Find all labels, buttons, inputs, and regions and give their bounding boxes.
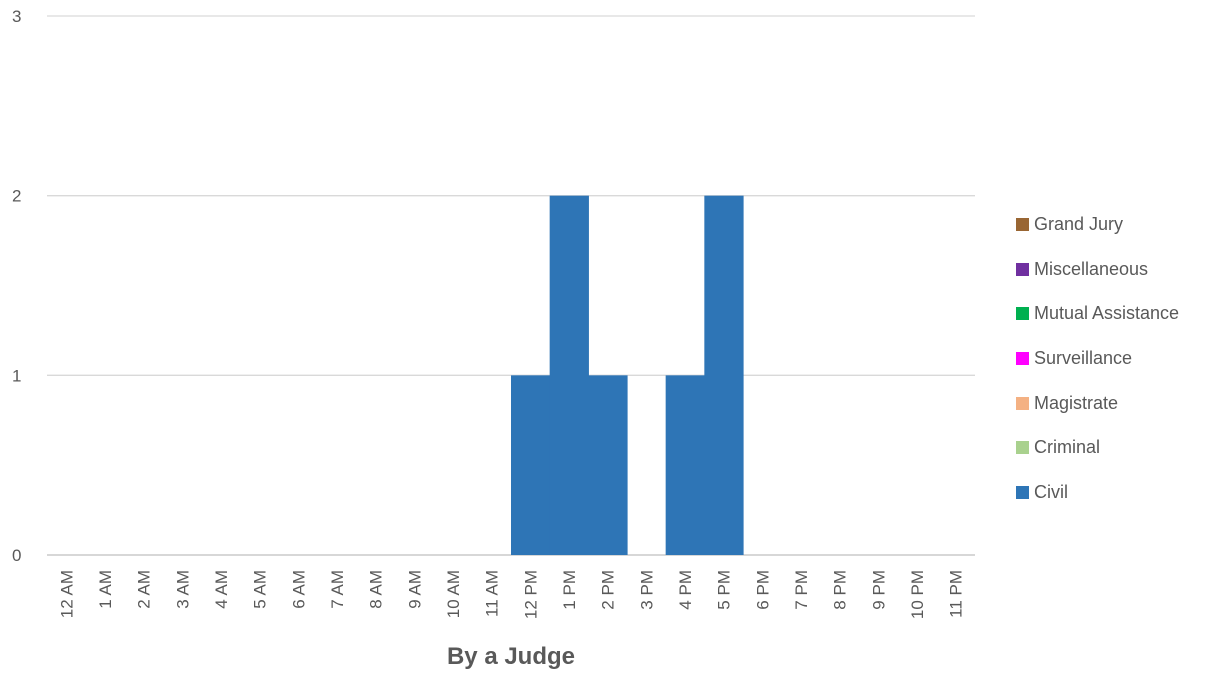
x-tick-label: 7 AM xyxy=(328,570,347,609)
x-axis-title: By a Judge xyxy=(447,643,575,670)
x-tick-label: 5 PM xyxy=(715,570,734,610)
legend: Grand Jury Miscellaneous Mutual Assistance… xyxy=(1016,202,1179,515)
legend-label: Mutual Assistance xyxy=(1034,303,1180,324)
legend-swatch xyxy=(1016,307,1029,321)
bar-civil xyxy=(549,195,589,555)
legend-label: Miscellaneous xyxy=(1034,258,1149,279)
legend-item: Civil xyxy=(1016,470,1179,515)
x-tick-label: 3 AM xyxy=(173,570,192,609)
x-tick-label: 9 PM xyxy=(869,570,888,610)
legend-swatch xyxy=(1016,396,1029,410)
x-tick-label: 10 AM xyxy=(444,570,463,618)
legend-swatch xyxy=(1016,217,1029,231)
legend-label: Criminal xyxy=(1034,437,1101,458)
legend-label: Surveillance xyxy=(1034,347,1133,368)
x-tick-label: 12 AM xyxy=(57,570,76,618)
bar-civil xyxy=(511,375,551,555)
x-tick-label: 4 AM xyxy=(212,570,231,609)
x-tick-label: 6 PM xyxy=(753,570,772,610)
legend-swatch xyxy=(1016,351,1029,365)
bar-civil xyxy=(588,375,628,555)
legend-item: Criminal xyxy=(1016,425,1179,470)
x-tick-label: 7 PM xyxy=(792,570,811,610)
y-tick-label: 1 xyxy=(12,366,21,385)
x-tick-label: 1 PM xyxy=(560,570,579,610)
x-tick-label: 9 AM xyxy=(405,570,424,609)
x-tick-label: 1 AM xyxy=(96,570,115,609)
x-tick-label: 3 PM xyxy=(637,570,656,610)
x-tick-label: 5 AM xyxy=(251,570,270,609)
legend-swatch xyxy=(1016,262,1029,276)
legend-item: Miscellaneous xyxy=(1016,247,1179,292)
legend-label: Civil xyxy=(1034,481,1068,502)
bar-civil xyxy=(704,195,744,555)
x-tick-label: 11 AM xyxy=(483,570,502,617)
legend-item: Mutual Assistance xyxy=(1016,291,1179,336)
bar-civil xyxy=(665,375,705,555)
legend-item: Grand Jury xyxy=(1016,202,1179,247)
legend-item: Magistrate xyxy=(1016,381,1179,426)
x-tick-label: 11 PM xyxy=(947,570,966,618)
x-tick-label: 10 PM xyxy=(908,570,927,619)
x-tick-label: 12 PM xyxy=(521,570,540,619)
legend-swatch xyxy=(1016,441,1029,455)
legend-swatch xyxy=(1016,485,1029,499)
y-tick-label: 2 xyxy=(12,187,21,206)
x-tick-label: 2 PM xyxy=(599,570,618,610)
x-tick-label: 4 PM xyxy=(676,570,695,610)
y-tick-label: 0 xyxy=(12,546,21,565)
x-tick-label: 2 AM xyxy=(135,570,154,609)
x-tick-label: 6 AM xyxy=(289,570,308,609)
x-tick-label: 8 PM xyxy=(831,570,850,610)
legend-label: Grand Jury xyxy=(1034,213,1124,234)
legend-label: Magistrate xyxy=(1034,392,1119,413)
y-tick-label: 3 xyxy=(12,7,21,26)
x-tick-label: 8 AM xyxy=(367,570,386,609)
legend-item: Surveillance xyxy=(1016,336,1179,381)
